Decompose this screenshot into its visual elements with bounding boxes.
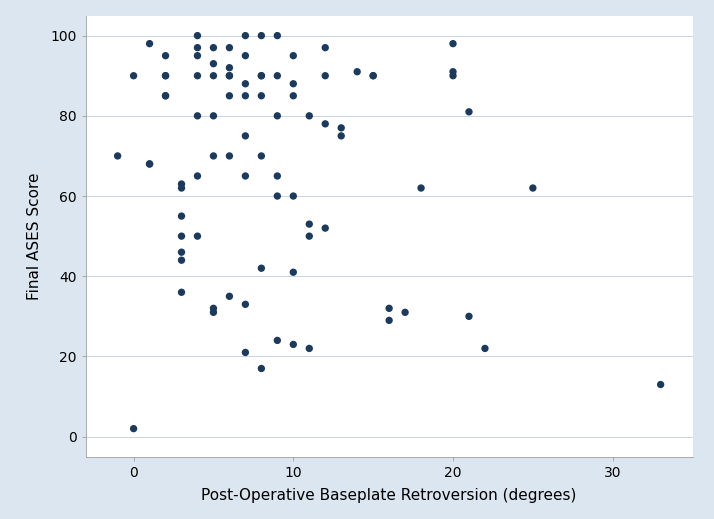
Point xyxy=(320,120,331,128)
Point xyxy=(368,72,379,80)
Point xyxy=(192,112,203,120)
Point xyxy=(351,67,363,76)
Point xyxy=(160,72,171,80)
Point xyxy=(303,220,315,228)
Point xyxy=(399,308,411,317)
Point xyxy=(271,172,283,180)
X-axis label: Post-Operative Baseplate Retroversion (degrees): Post-Operative Baseplate Retroversion (d… xyxy=(201,488,577,503)
Point xyxy=(160,92,171,100)
Point xyxy=(320,72,331,80)
Point xyxy=(256,92,267,100)
Point xyxy=(160,51,171,60)
Point xyxy=(303,112,315,120)
Point xyxy=(383,304,395,312)
Point xyxy=(160,72,171,80)
Point xyxy=(240,300,251,308)
Point xyxy=(655,380,666,389)
Point xyxy=(208,72,219,80)
Point xyxy=(336,124,347,132)
Point xyxy=(223,152,235,160)
Point xyxy=(240,92,251,100)
Point xyxy=(128,425,139,433)
Point xyxy=(223,72,235,80)
Point xyxy=(288,268,299,277)
Point xyxy=(223,292,235,301)
Point xyxy=(320,224,331,233)
Point xyxy=(223,72,235,80)
Point xyxy=(176,248,187,256)
Point xyxy=(271,112,283,120)
Point xyxy=(208,308,219,317)
Point xyxy=(320,44,331,52)
Point xyxy=(463,107,475,116)
Point xyxy=(208,112,219,120)
Point xyxy=(303,344,315,352)
Point xyxy=(288,92,299,100)
Point xyxy=(112,152,124,160)
Point xyxy=(256,72,267,80)
Point xyxy=(223,92,235,100)
Point xyxy=(416,184,427,192)
Point xyxy=(463,312,475,321)
Point xyxy=(447,39,458,48)
Point xyxy=(447,72,458,80)
Point xyxy=(240,348,251,357)
Point xyxy=(256,152,267,160)
Point xyxy=(223,44,235,52)
Point xyxy=(240,132,251,140)
Point xyxy=(447,67,458,76)
Point xyxy=(144,39,155,48)
Point xyxy=(256,72,267,80)
Point xyxy=(336,132,347,140)
Point xyxy=(271,192,283,200)
Point xyxy=(240,32,251,40)
Point xyxy=(288,51,299,60)
Point xyxy=(128,72,139,80)
Point xyxy=(479,344,491,352)
Point xyxy=(240,51,251,60)
Point xyxy=(383,316,395,324)
Point xyxy=(256,32,267,40)
Point xyxy=(160,92,171,100)
Point xyxy=(176,184,187,192)
Point xyxy=(208,44,219,52)
Point xyxy=(288,79,299,88)
Point xyxy=(192,32,203,40)
Point xyxy=(271,72,283,80)
Point xyxy=(192,72,203,80)
Point xyxy=(240,172,251,180)
Point xyxy=(192,232,203,240)
Point xyxy=(192,44,203,52)
Point xyxy=(240,79,251,88)
Point xyxy=(271,336,283,345)
Point xyxy=(256,364,267,373)
Point xyxy=(303,232,315,240)
Point xyxy=(176,288,187,296)
Point xyxy=(256,264,267,272)
Point xyxy=(223,63,235,72)
Point xyxy=(176,256,187,264)
Point xyxy=(368,72,379,80)
Point xyxy=(527,184,538,192)
Point xyxy=(144,160,155,168)
Point xyxy=(176,232,187,240)
Point xyxy=(192,51,203,60)
Point xyxy=(271,32,283,40)
Point xyxy=(192,172,203,180)
Point xyxy=(208,60,219,68)
Point xyxy=(288,340,299,349)
Point xyxy=(208,152,219,160)
Y-axis label: Final ASES Score: Final ASES Score xyxy=(27,172,42,300)
Point xyxy=(288,192,299,200)
Point xyxy=(144,160,155,168)
Point xyxy=(176,180,187,188)
Point xyxy=(176,212,187,220)
Point xyxy=(208,304,219,312)
